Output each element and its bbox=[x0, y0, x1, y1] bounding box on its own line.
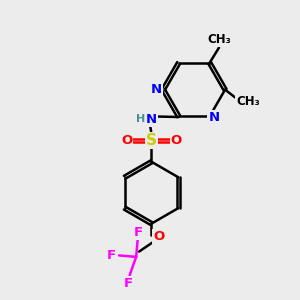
Text: CH₃: CH₃ bbox=[207, 33, 231, 46]
Text: O: O bbox=[154, 230, 165, 243]
Text: N: N bbox=[151, 83, 162, 96]
Text: H: H bbox=[136, 114, 145, 124]
Text: F: F bbox=[124, 277, 133, 290]
Text: S: S bbox=[146, 133, 157, 148]
Text: O: O bbox=[171, 134, 182, 147]
Text: N: N bbox=[208, 111, 220, 124]
Text: F: F bbox=[134, 226, 143, 239]
Text: O: O bbox=[121, 134, 132, 147]
Text: F: F bbox=[107, 249, 116, 262]
Text: N: N bbox=[146, 113, 157, 126]
Text: CH₃: CH₃ bbox=[236, 95, 260, 108]
